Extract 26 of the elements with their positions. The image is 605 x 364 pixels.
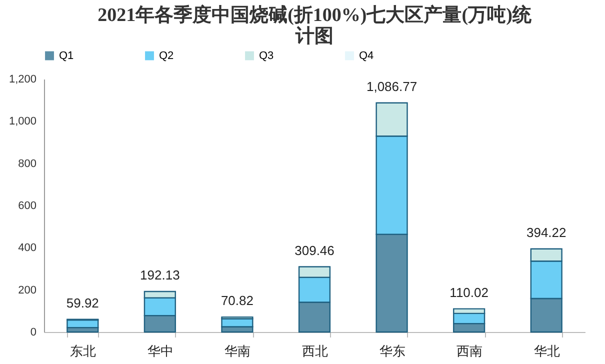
x-tick-label: 东北: [70, 344, 96, 358]
total-label: 394.22: [526, 224, 566, 240]
legend-label: Q2: [159, 50, 174, 62]
total-label: 70.82: [220, 293, 254, 308]
x-tick-label: 华中: [147, 344, 174, 358]
x-tick-label: 华东: [379, 344, 406, 358]
total-label: 59.92: [66, 295, 99, 310]
y-tick-label: 400: [18, 242, 36, 254]
y-tick-label: 600: [18, 200, 36, 212]
y-tick-label: 1,000: [8, 116, 36, 128]
total-label: 1,086.77: [366, 78, 418, 94]
x-tick-label: 西南: [456, 344, 483, 358]
y-tick-label: 800: [18, 158, 36, 170]
total-label: 192.13: [140, 267, 180, 282]
legend-label: Q4: [359, 50, 374, 62]
x-tick-label: 华北: [534, 344, 560, 358]
y-tick-label: 200: [18, 284, 36, 296]
chart-title: 2021年各季度中国烧碱(折100%)七大区产量(万吨)统计图: [98, 4, 532, 47]
total-label: 110.02: [450, 284, 488, 300]
x-tick-label: 华南: [224, 344, 251, 358]
legend-label: Q1: [59, 50, 74, 62]
y-tick-label: 1,200: [8, 74, 36, 86]
y-tick-label: 0: [30, 326, 36, 338]
total-label: 309.46: [294, 242, 334, 258]
x-tick-label: 西北: [302, 344, 328, 358]
legend-label: Q3: [259, 50, 274, 62]
